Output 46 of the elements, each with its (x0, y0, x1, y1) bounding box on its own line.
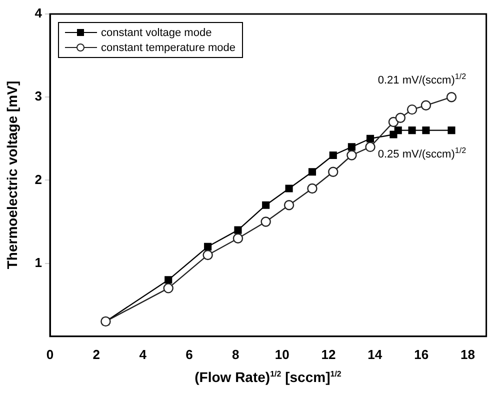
point (366, 134, 374, 142)
y-tick-label: 3 (34, 88, 42, 104)
point (446, 92, 457, 102)
point (260, 216, 271, 227)
point (422, 126, 430, 134)
x-tick-label: 2 (92, 346, 100, 362)
point (232, 233, 244, 244)
point (164, 276, 172, 284)
point (408, 126, 416, 134)
point (395, 112, 406, 123)
x-tick-label: 0 (46, 346, 54, 362)
point (163, 283, 174, 294)
point (348, 143, 356, 151)
point (202, 250, 213, 260)
point (234, 226, 242, 234)
x-tick-label: 16 (414, 346, 429, 362)
annotation: 0.25 mV/(sccm)$^{1/2}$ (378, 146, 466, 161)
x-tick-label: 6 (186, 346, 193, 362)
y-tick-label: 4 (34, 6, 43, 21)
point (394, 126, 402, 134)
point (346, 150, 357, 160)
point (448, 126, 456, 134)
point (262, 201, 270, 209)
legend-label: constant voltage mode (101, 26, 212, 38)
x-tick-label: 12 (321, 346, 336, 362)
point (285, 184, 293, 192)
x-tick-label: 4 (139, 346, 148, 362)
annotation: 0.21 mV/(sccm)$^{1/2}$ (378, 72, 466, 87)
y-axis-title: Thermoelectric voltage [mV] (4, 81, 20, 270)
y-tick-label: 2 (34, 172, 42, 187)
point (420, 100, 432, 110)
point (328, 166, 338, 177)
legend-label: constant temperature mode (101, 42, 236, 54)
point (284, 200, 294, 210)
x-tick-label: 18 (460, 346, 475, 362)
x-tick-label: 8 (232, 346, 240, 362)
x-axis-title: (Flow Rate)$^{1/2}$ [sccm]$^{1/2}$ (194, 369, 342, 386)
y-tick-label: 1 (34, 254, 42, 270)
x-tick-label: 14 (368, 346, 383, 362)
point (406, 104, 418, 115)
point (307, 183, 318, 194)
x-tick-label: 10 (274, 346, 290, 362)
point (308, 168, 316, 176)
point (329, 151, 337, 160)
point (204, 242, 212, 250)
point (365, 142, 376, 152)
